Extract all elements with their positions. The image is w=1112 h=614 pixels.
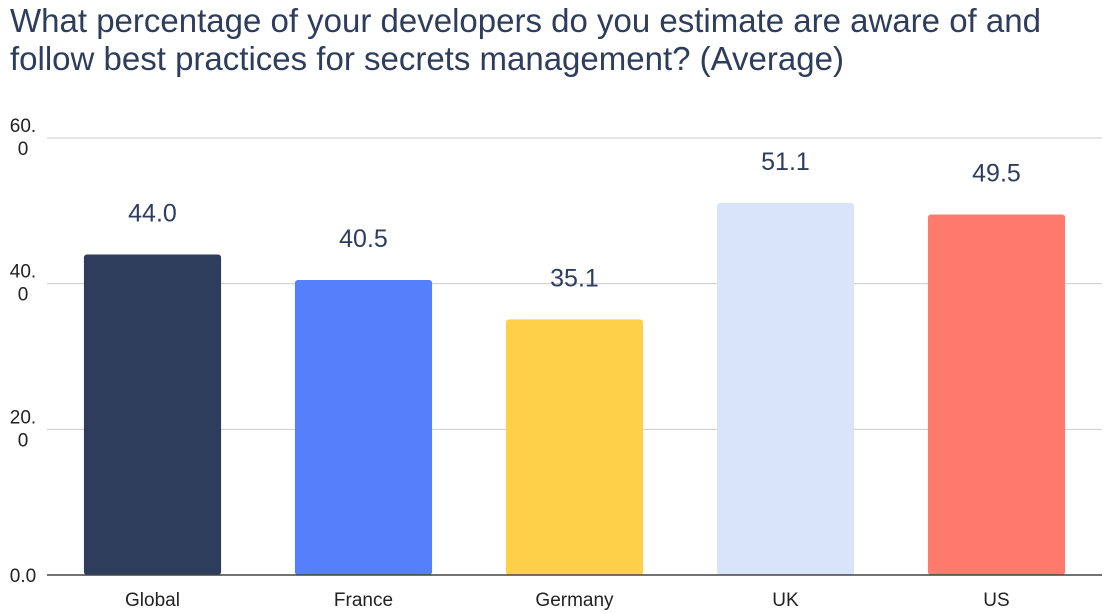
data-labels: 44.0 40.5 35.1 51.1 49.5 <box>128 148 1021 293</box>
chart-title: What percentage of your developers do yo… <box>10 2 1041 77</box>
data-label: 35.1 <box>550 264 599 292</box>
x-category-label: France <box>334 590 393 611</box>
y-axis-ticks: 0.0 20. 0 40. 0 60. 0 <box>10 116 36 587</box>
data-label: 40.5 <box>339 225 388 253</box>
x-category-label: Germany <box>535 590 614 611</box>
bars <box>83 202 1066 576</box>
data-label: 51.1 <box>761 148 810 176</box>
x-category-label: Global <box>125 590 180 611</box>
x-category-label: UK <box>772 590 799 611</box>
data-label: 49.5 <box>972 159 1021 187</box>
y-tick-label: 40. 0 <box>10 262 36 306</box>
bar-global <box>83 254 222 576</box>
bar-uk <box>716 202 855 576</box>
x-category-label: US <box>983 590 1009 611</box>
bar-us <box>927 214 1066 575</box>
y-tick-label: 60. 0 <box>10 116 36 160</box>
y-tick-label: 0.0 <box>10 566 36 587</box>
y-tick-label: 20. 0 <box>10 407 36 451</box>
bar-germany <box>505 319 644 575</box>
x-axis-categories: Global France Germany UK US <box>125 590 1010 611</box>
bar-france <box>294 280 433 575</box>
data-label: 44.0 <box>128 200 177 228</box>
